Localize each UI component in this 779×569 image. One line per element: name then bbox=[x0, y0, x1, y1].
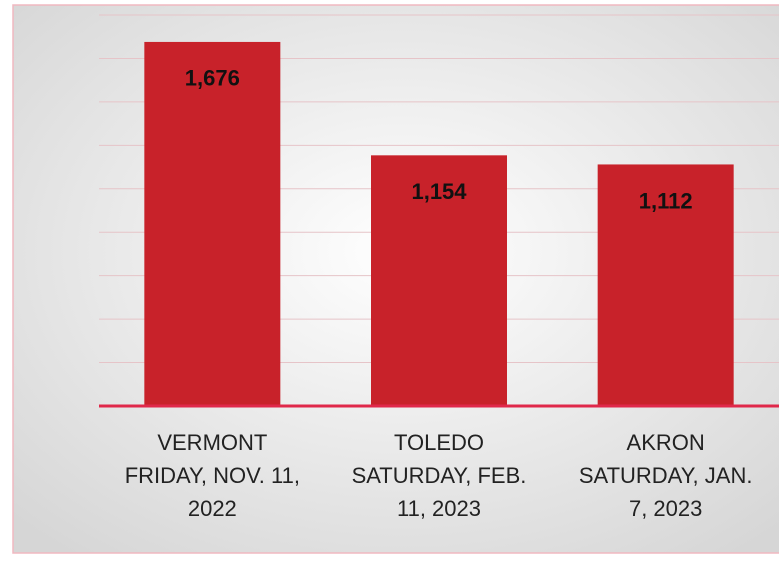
x-tick-label: AKRON SATURDAY, JAN. 7, 2023 bbox=[578, 430, 753, 521]
bar bbox=[144, 41, 281, 407]
bar bbox=[597, 164, 734, 406]
value-label: 1,112 bbox=[639, 188, 693, 213]
value-label: 1,676 bbox=[185, 66, 240, 91]
x-tick-label: TOLEDO SATURDAY, FEB. 11, 2023 bbox=[351, 430, 527, 521]
bar bbox=[371, 155, 507, 406]
x-tick-label: VERMONT FRIDAY, NOV. 11, 2022 bbox=[124, 430, 300, 521]
value-label: 1,154 bbox=[411, 179, 467, 204]
